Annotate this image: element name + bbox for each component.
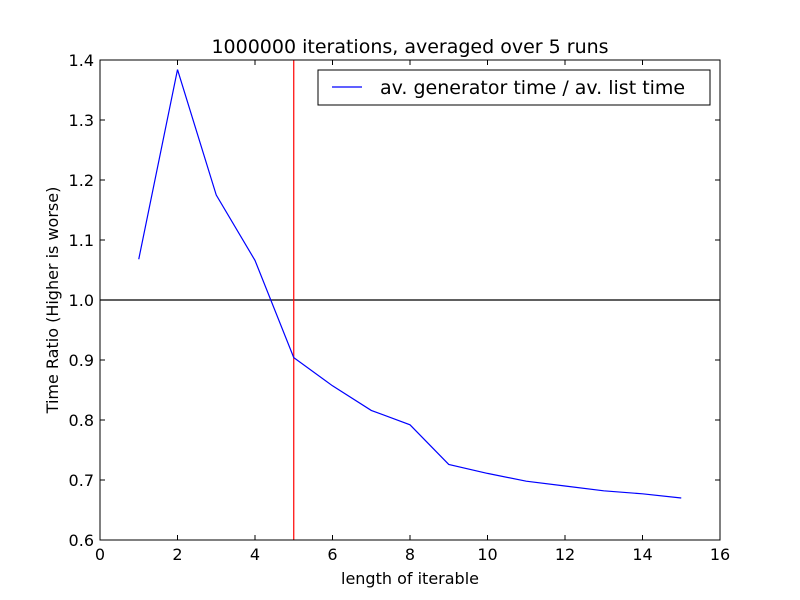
x-tick-label: 6 [327,545,337,564]
y-tick-label: 1.4 [69,51,94,70]
plot-area: 0 2 4 6 8 10 12 14 16 0.6 0.7 0.8 0.9 1.0 1.1 1.2 1.3 1.4 [69,51,731,564]
x-tick-label: 12 [555,545,575,564]
x-tick-label: 16 [710,545,730,564]
legend-box [317,69,711,106]
series-line [138,69,682,499]
legend-label: av. generator time / av. list time [380,77,685,99]
x-tick-label: 4 [250,545,260,564]
y-axis-label: Time Ratio (Higher is worse) [43,187,62,415]
x-tick-label: 2 [172,545,182,564]
x-tick-label: 14 [632,545,652,564]
y-tick-label: 0.8 [69,411,94,430]
y-tick-label: 0.9 [69,351,94,370]
x-tick-label: 10 [477,545,497,564]
y-tick-label: 1.3 [69,111,94,130]
y-tick-label: 0.7 [69,471,94,490]
y-tick-label: 1.2 [69,171,94,190]
x-tick-label: 8 [405,545,415,564]
chart-title: 1000000 iterations, averaged over 5 runs [211,36,608,58]
legend: av. generator time / av. list time [317,69,711,106]
x-axis-label: length of iterable [341,569,479,588]
y-tick-label: 1.1 [69,231,94,250]
x-tick-label: 0 [95,545,105,564]
y-tick-label: 0.6 [69,531,94,550]
y-tick-label: 1.0 [69,291,94,310]
